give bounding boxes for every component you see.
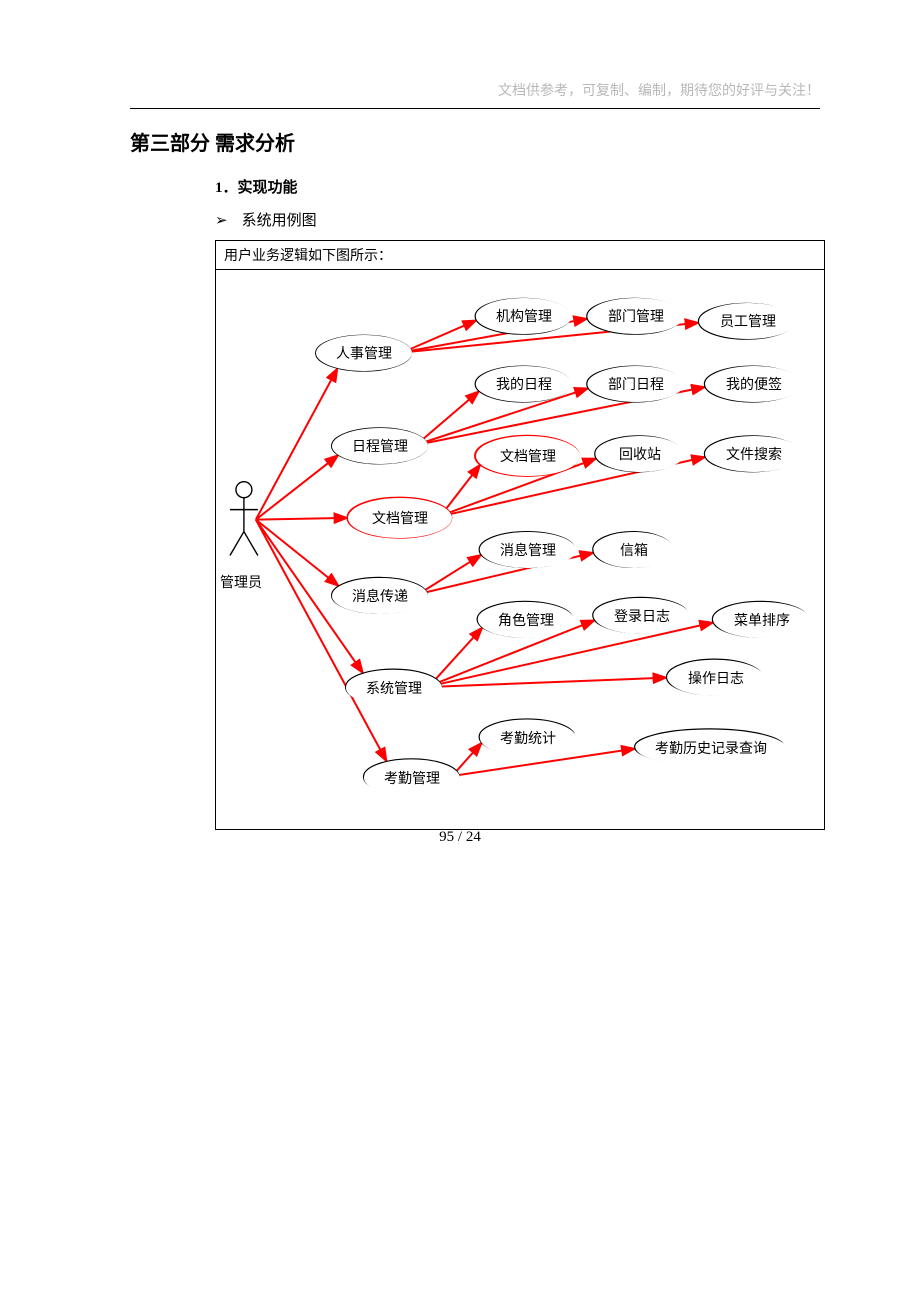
usecase-arrow [436, 627, 483, 678]
usecase-arrow [423, 391, 479, 439]
usecase-node: 角色管理 [478, 602, 574, 638]
triangle-bullet-icon: ➢ [215, 213, 228, 229]
usecase-node: 部门管理 [588, 298, 684, 334]
usecase-arrow [457, 743, 482, 771]
document-page: 文档供参考，可复制、编制，期待您的好评与关注！ 第三部分 需求分析 1．实现功能… [0, 0, 920, 870]
usecase-arrow [256, 455, 339, 520]
usecase-node: 系统管理 [346, 670, 442, 706]
usecase-arrow [425, 555, 481, 590]
usecase-node: 考勤历史记录查询 [636, 730, 786, 766]
usecase-node: 登录日志 [594, 598, 690, 634]
sub-heading-number: 1． [215, 180, 238, 196]
section-title: 第三部分 需求分析 [130, 127, 820, 156]
usecase-node: 人事管理 [316, 335, 412, 371]
usecase-node: 员工管理 [700, 303, 796, 339]
usecase-node: 日程管理 [332, 428, 428, 464]
sub-heading-text: 实现功能 [238, 180, 298, 196]
usecase-node: 文件搜索 [706, 436, 802, 472]
usecase-node: 部门日程 [588, 366, 684, 402]
usecase-node: 消息传递 [332, 578, 428, 614]
sub-heading: 1．实现功能 [215, 176, 820, 197]
usecase-node: 机构管理 [476, 298, 572, 334]
usecase-node: 文档管理 [476, 436, 580, 476]
usecase-node: 我的便签 [706, 366, 802, 402]
usecase-node: 消息管理 [480, 532, 576, 568]
bullet-line: ➢ 系统用例图 [215, 209, 820, 230]
diagram-caption-box: 用户业务逻辑如下图所示： [215, 240, 825, 270]
actor-icon [230, 482, 258, 556]
usecase-node: 操作日志 [668, 660, 764, 696]
use-case-diagram: 人事管理 机构管理部门管理员工管理日程管理 我的日程部门日程我的便签文档管理文档管理… [215, 270, 825, 830]
header-note: 文档供参考，可复制、编制，期待您的好评与关注！ [130, 80, 820, 100]
usecase-arrow [256, 368, 338, 519]
usecase-node: 信箱 [594, 532, 674, 568]
actor-label: 管理员 [220, 572, 262, 592]
usecase-arrow [256, 520, 339, 586]
usecase-node: 菜单排序 [714, 602, 810, 638]
subsection: 1．实现功能 ➢ 系统用例图 用户业务逻辑如下图所示： 人事管理 机构管理部门管理员… [215, 176, 820, 830]
header-divider [130, 108, 820, 109]
usecase-node: 文档管理 [348, 498, 452, 538]
usecase-node: 考勤管理 [364, 760, 460, 796]
usecase-node: 我的日程 [476, 366, 572, 402]
usecase-arrow [256, 518, 348, 520]
diagram-caption: 用户业务逻辑如下图所示： [224, 249, 392, 264]
page-footer: 95 / 24 [0, 829, 920, 846]
usecase-arrow [256, 520, 387, 762]
usecase-node: 考勤统计 [480, 720, 576, 756]
usecase-arrow [441, 678, 666, 687]
bullet-text: 系统用例图 [242, 213, 317, 229]
usecase-node: 回收站 [596, 436, 684, 472]
